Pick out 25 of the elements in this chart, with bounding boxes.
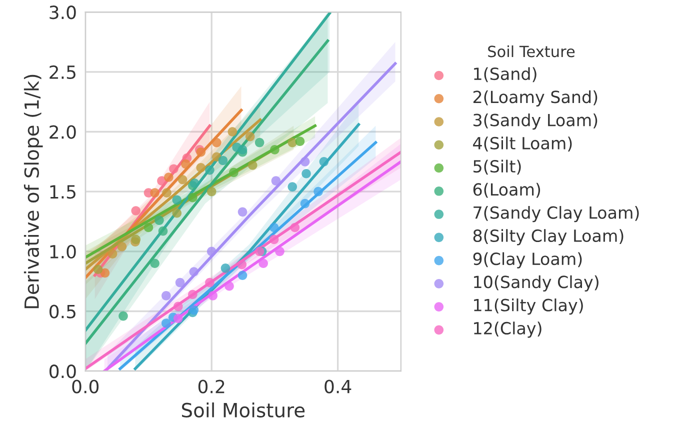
y-tick-label: 2.0 [50, 125, 76, 139]
legend-label: 5(Silt) [474, 160, 521, 175]
x-tick-label: 0.0 [72, 380, 99, 394]
y-tick-label: 1.5 [50, 185, 76, 199]
legend-label: 12(Clay) [474, 322, 542, 338]
y-tick-label: 0.0 [50, 364, 76, 378]
y-axis-title: Derivative of Slope (1/k) [24, 74, 43, 308]
legend-label: 9(Clay Loam) [473, 252, 582, 268]
legend-label: 6(Loam) [473, 182, 540, 198]
legend-label: 1(Sand) [474, 67, 536, 82]
legend-label: 4(Silt Loam) [473, 136, 572, 152]
legend-label: 3(Sandy Loam) [474, 113, 598, 130]
y-tick-label: 2.5 [50, 65, 76, 80]
legend-title: Soil Texture [488, 45, 575, 58]
x-axis-title: Soil Moisture [182, 402, 305, 418]
y-tick-label: 0.5 [50, 304, 76, 318]
x-tick-label: 0.2 [198, 380, 224, 394]
x-tick-label: 0.4 [324, 380, 352, 394]
legend-label: 11(Silty Clay) [474, 298, 583, 315]
legend-label: 2(Loamy Sand) [473, 90, 598, 106]
legend-label: 8(Silty Clay Loam) [473, 229, 624, 246]
legend-label: 10(Sandy Clay) [474, 275, 598, 292]
y-tick-label: 3.0 [50, 6, 76, 20]
y-tick-label: 1.0 [50, 244, 76, 259]
legend-label: 7(Sandy Clay Loam) [474, 206, 639, 222]
